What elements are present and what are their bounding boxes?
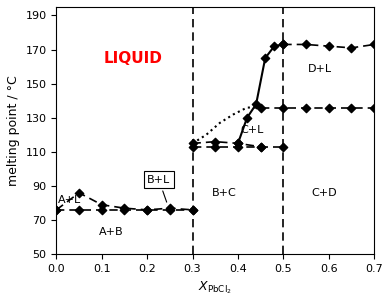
Point: [257, 105, 264, 110]
Text: A+B: A+B: [99, 228, 123, 238]
Point: [235, 141, 241, 146]
Point: [303, 105, 309, 110]
Point: [190, 144, 196, 149]
Point: [235, 141, 241, 146]
Point: [53, 208, 59, 212]
Text: D+L: D+L: [308, 64, 332, 74]
Point: [253, 102, 259, 107]
Point: [271, 44, 277, 48]
Point: [326, 44, 332, 48]
Point: [303, 42, 309, 47]
Point: [76, 208, 82, 212]
Point: [257, 144, 264, 149]
Point: [348, 45, 355, 50]
Point: [244, 115, 250, 120]
Text: B+C: B+C: [212, 188, 237, 198]
Text: A+L: A+L: [58, 195, 82, 205]
Point: [53, 208, 59, 212]
Text: LIQUID: LIQUID: [104, 51, 163, 66]
Point: [280, 105, 287, 110]
Point: [190, 208, 196, 212]
Point: [190, 208, 196, 212]
Text: B+L: B+L: [147, 175, 170, 202]
Point: [371, 42, 377, 47]
Point: [371, 105, 377, 110]
Point: [257, 144, 264, 149]
Point: [190, 141, 196, 146]
Point: [99, 202, 105, 207]
Text: C+D: C+D: [312, 188, 337, 198]
Point: [326, 105, 332, 110]
Point: [144, 208, 150, 212]
Point: [280, 144, 287, 149]
Y-axis label: melting point / °C: melting point / °C: [7, 75, 20, 186]
Point: [167, 208, 173, 212]
Point: [121, 208, 128, 212]
Text: C+L: C+L: [240, 125, 263, 135]
Text: B+L: B+L: [149, 173, 172, 183]
Point: [262, 56, 268, 61]
Point: [76, 190, 82, 195]
Point: [212, 139, 218, 144]
Point: [212, 144, 218, 149]
Point: [144, 208, 150, 212]
Point: [235, 144, 241, 149]
Point: [167, 206, 173, 211]
Point: [121, 206, 128, 211]
Point: [99, 208, 105, 212]
X-axis label: $X_{\mathrm{PbCl_2}}$: $X_{\mathrm{PbCl_2}}$: [199, 279, 232, 296]
Point: [280, 42, 287, 47]
Point: [280, 42, 287, 47]
Point: [348, 105, 355, 110]
